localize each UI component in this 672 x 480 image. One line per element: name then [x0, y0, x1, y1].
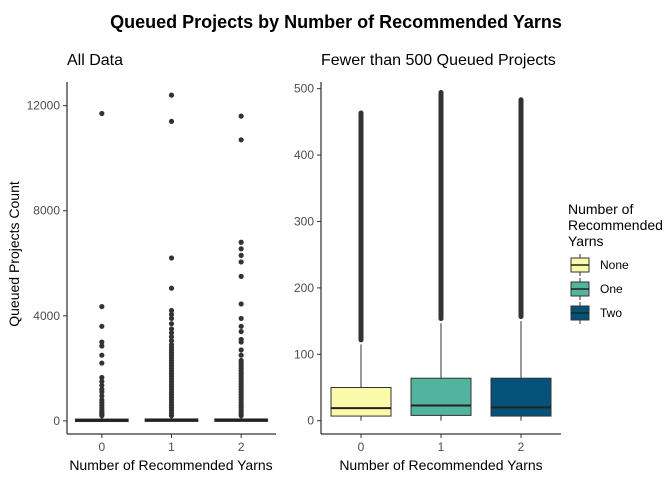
outlier-point	[99, 352, 105, 358]
legend-entry-one: One	[570, 278, 623, 300]
outlier-point	[238, 357, 244, 364]
outlier-point	[168, 334, 175, 340]
y-tick-label: 300	[294, 214, 314, 228]
legend-label: None	[600, 258, 629, 272]
box-1	[144, 92, 199, 422]
outlier-point	[99, 339, 105, 345]
box-0	[74, 110, 129, 423]
outlier-point	[99, 343, 105, 349]
legend-label: Two	[600, 306, 622, 320]
chart-title: Queued Projects by Number of Recommended…	[110, 12, 562, 32]
x-tick-label: 1	[168, 440, 175, 454]
outlier-point	[238, 328, 244, 335]
outlier-point	[99, 360, 105, 366]
box-0	[330, 110, 392, 421]
x-tick-label: 1	[438, 440, 445, 454]
box-2	[490, 97, 552, 421]
x-axis-title-left: Number of Recommended Yarns	[69, 457, 272, 473]
outlier-point	[168, 307, 175, 314]
outlier-point	[99, 378, 105, 385]
outlier-band	[518, 97, 524, 320]
outlier-point	[99, 397, 105, 403]
panel-all-data: All Data Queued Projects Count Number of…	[6, 52, 276, 473]
panel-fewer-than-500: Fewer than 500 Queued Projects Number of…	[294, 52, 561, 473]
outlier-point	[168, 321, 175, 327]
outlier-point	[238, 239, 244, 245]
box-body	[410, 377, 472, 416]
outlier-point	[238, 336, 244, 343]
legend-title-line: Recommended	[568, 217, 663, 233]
outlier-point	[238, 347, 244, 353]
outlier-point	[168, 338, 175, 344]
outlier-point	[238, 252, 244, 258]
panel-title-fewer-than-500: Fewer than 500 Queued Projects	[321, 52, 556, 69]
outlier-point	[168, 92, 175, 98]
y-tick-label: 0	[53, 414, 60, 428]
outlier-point	[238, 259, 244, 265]
legend-entry-none: None	[570, 254, 629, 276]
box-2	[214, 113, 269, 422]
y-tick-label: 12000	[27, 99, 61, 113]
outlier-point	[99, 323, 105, 329]
legend-entry-two: Two	[570, 302, 622, 324]
x-tick-label: 2	[238, 440, 245, 454]
y-tick-label: 200	[294, 281, 314, 295]
outlier-point	[168, 311, 175, 318]
box-body	[330, 387, 392, 417]
outlier-point	[238, 301, 244, 307]
y-tick-label: 8000	[33, 204, 60, 218]
outlier-point	[168, 326, 175, 332]
box-body	[490, 377, 552, 417]
outlier-point	[168, 342, 175, 348]
outlier-point	[99, 393, 105, 399]
outlier-point	[99, 374, 105, 381]
y-tick-label: 0	[307, 414, 314, 428]
outlier-point	[168, 255, 175, 261]
outlier-point	[168, 285, 175, 291]
outlier-point	[99, 110, 105, 117]
y-tick-label: 500	[294, 82, 314, 96]
outlier-point	[238, 352, 244, 358]
legend: Number of Recommended Yarns None One Two	[568, 201, 663, 324]
y-axis-title: Queued Projects Count	[6, 181, 22, 327]
outlier-band	[358, 110, 364, 343]
x-tick-label: 2	[518, 440, 525, 454]
x-tick-label: 0	[98, 440, 105, 454]
outlier-point	[99, 303, 105, 310]
outlier-point	[238, 113, 244, 119]
outlier-point	[168, 118, 175, 125]
x-tick-label: 0	[358, 440, 365, 454]
outlier-point	[238, 315, 244, 322]
legend-title-line: Yarns	[568, 233, 604, 249]
outlier-point	[238, 137, 244, 143]
y-tick-label: 400	[294, 148, 314, 162]
legend-title-line: Number of	[568, 201, 633, 217]
outlier-point	[238, 273, 244, 279]
outlier-point	[99, 382, 105, 389]
outlier-point	[238, 246, 244, 252]
outlier-point	[238, 323, 244, 329]
legend-label: One	[600, 282, 623, 296]
outlier-point	[99, 386, 105, 392]
x-axis-title-right: Number of Recommended Yarns	[339, 457, 542, 473]
outlier-point	[168, 330, 175, 336]
outlier-point	[168, 315, 175, 322]
y-tick-label: 100	[294, 347, 314, 361]
panel-title-all-data: All Data	[67, 52, 123, 69]
box-1	[410, 89, 472, 421]
outlier-band	[438, 89, 444, 322]
y-tick-label: 4000	[33, 309, 60, 323]
